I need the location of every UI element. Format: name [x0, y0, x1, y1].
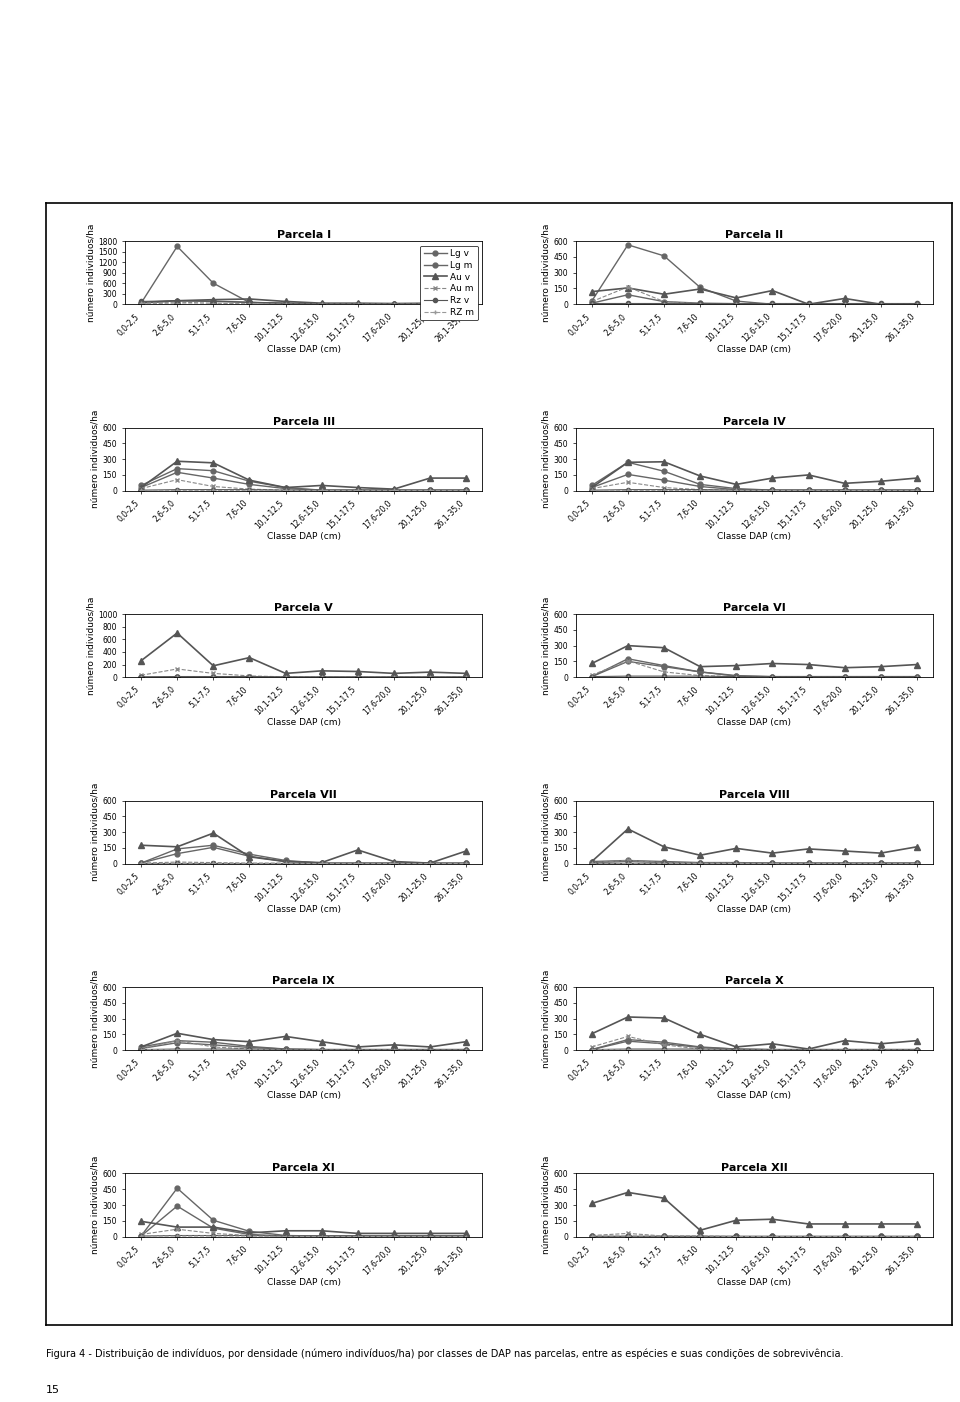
X-axis label: Classe DAP (cm): Classe DAP (cm): [267, 345, 341, 355]
Y-axis label: número individuos/ha: número individuos/ha: [91, 969, 100, 1068]
Y-axis label: número individuos/ha: número individuos/ha: [86, 223, 95, 322]
Y-axis label: número individuos/ha: número individuos/ha: [541, 1155, 550, 1255]
Title: Parcela II: Parcela II: [725, 230, 783, 240]
Title: Parcela IX: Parcela IX: [273, 976, 335, 986]
X-axis label: Classe DAP (cm): Classe DAP (cm): [267, 1277, 341, 1287]
Title: Parcela VII: Parcela VII: [270, 789, 337, 799]
Title: Parcela XI: Parcela XI: [273, 1162, 335, 1172]
X-axis label: Classe DAP (cm): Classe DAP (cm): [717, 904, 791, 914]
X-axis label: Classe DAP (cm): Classe DAP (cm): [717, 1091, 791, 1101]
X-axis label: Classe DAP (cm): Classe DAP (cm): [267, 1091, 341, 1101]
Title: Parcela XII: Parcela XII: [721, 1162, 788, 1172]
X-axis label: Classe DAP (cm): Classe DAP (cm): [717, 345, 791, 355]
Y-axis label: número individuos/ha: número individuos/ha: [86, 596, 95, 695]
X-axis label: Classe DAP (cm): Classe DAP (cm): [717, 718, 791, 728]
Title: Parcela III: Parcela III: [273, 416, 335, 426]
Y-axis label: número individuos/ha: número individuos/ha: [541, 782, 550, 882]
X-axis label: Classe DAP (cm): Classe DAP (cm): [267, 904, 341, 914]
Title: Parcela VI: Parcela VI: [723, 603, 785, 613]
Y-axis label: número individuos/ha: número individuos/ha: [91, 782, 100, 882]
Text: Figura 4 - Distribuição de indivíduos, por densidade (número indivíduos/ha) por : Figura 4 - Distribuição de indivíduos, p…: [46, 1349, 844, 1359]
X-axis label: Classe DAP (cm): Classe DAP (cm): [717, 1277, 791, 1287]
Y-axis label: número individuos/ha: número individuos/ha: [541, 223, 550, 322]
Y-axis label: número individuos/ha: número individuos/ha: [541, 969, 550, 1068]
Y-axis label: número individuos/ha: número individuos/ha: [91, 409, 100, 509]
Title: Parcela I: Parcela I: [276, 230, 330, 240]
X-axis label: Classe DAP (cm): Classe DAP (cm): [267, 531, 341, 541]
Text: 15: 15: [46, 1385, 60, 1395]
Y-axis label: número individuos/ha: número individuos/ha: [541, 596, 550, 695]
Title: Parcela VIII: Parcela VIII: [719, 789, 790, 799]
Title: Parcela IV: Parcela IV: [723, 416, 785, 426]
Legend: Lg v, Lg m, Au v, Au m, Rz v, RZ m: Lg v, Lg m, Au v, Au m, Rz v, RZ m: [420, 245, 478, 321]
Title: Parcela X: Parcela X: [725, 976, 783, 986]
X-axis label: Classe DAP (cm): Classe DAP (cm): [717, 531, 791, 541]
Title: Parcela V: Parcela V: [275, 603, 333, 613]
Y-axis label: número individuos/ha: número individuos/ha: [541, 409, 550, 509]
X-axis label: Classe DAP (cm): Classe DAP (cm): [267, 718, 341, 728]
Y-axis label: número individuos/ha: número individuos/ha: [91, 1155, 100, 1255]
